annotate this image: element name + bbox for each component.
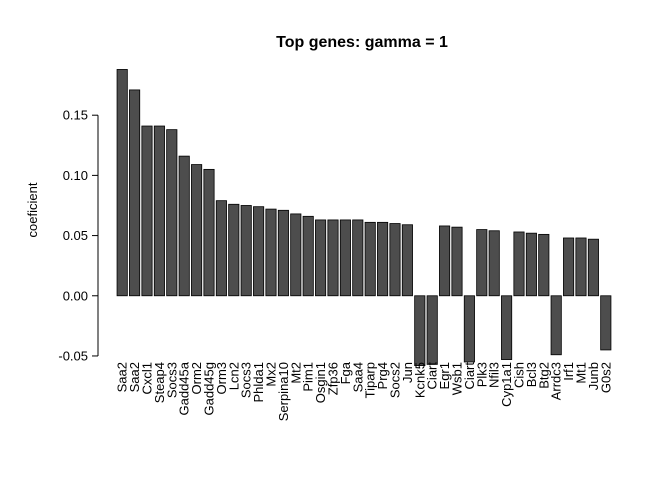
bar — [563, 237, 575, 297]
bar — [203, 168, 215, 297]
category-label: Nfil3 — [487, 362, 502, 388]
bar — [327, 219, 339, 297]
y-tick-label: 0.00 — [63, 288, 88, 303]
bar — [315, 219, 327, 297]
bar — [451, 226, 463, 297]
category-label: Cxcl1 — [140, 362, 155, 395]
category-label: Orm2 — [189, 362, 204, 395]
bar — [600, 295, 612, 351]
bar — [141, 125, 153, 297]
category-label: Mt1 — [574, 362, 589, 384]
bar — [426, 295, 438, 365]
category-label: Egr1 — [437, 362, 452, 389]
category-label: G0s2 — [598, 362, 613, 393]
bar — [463, 295, 475, 363]
bar — [228, 203, 240, 297]
category-label: Cish — [512, 362, 527, 388]
bar — [538, 233, 550, 297]
category-label: Saa4 — [350, 362, 365, 392]
bar — [265, 208, 277, 297]
category-label: Wsb1 — [450, 362, 465, 395]
category-label: Ciart — [425, 362, 440, 390]
category-label: Orm3 — [214, 362, 229, 395]
category-label: Osgin1 — [313, 362, 328, 403]
bar — [277, 209, 289, 297]
category-label: Junb — [586, 362, 601, 390]
y-axis-label: coeficient — [25, 182, 40, 237]
category-label: Serpina10 — [276, 362, 291, 421]
bar — [166, 129, 178, 297]
category-label: Mx2 — [264, 362, 279, 387]
bar — [253, 206, 265, 297]
bar — [476, 229, 488, 297]
category-label: Bcl3 — [524, 362, 539, 387]
y-axis: -0.05 0.00 0.05 0.10 0.15 — [58, 108, 99, 363]
category-label: Socs3 — [164, 362, 179, 398]
bar — [389, 223, 401, 297]
category-label: Zfp36 — [326, 362, 341, 395]
bar — [364, 221, 376, 297]
y-tick-label: 0.05 — [63, 228, 88, 243]
bar — [302, 215, 314, 297]
y-tick-label: -0.05 — [58, 348, 88, 363]
bar — [339, 219, 351, 297]
category-label: Saa2 — [127, 362, 142, 392]
category-label: Pim1 — [301, 362, 316, 392]
bar — [129, 89, 141, 297]
category-label: Tiparp — [363, 362, 378, 398]
category-label: Mt2 — [288, 362, 303, 384]
category-label: Kcnk5 — [412, 362, 427, 398]
bar — [215, 200, 227, 297]
category-label: Jun — [400, 362, 415, 383]
category-labels: Saa2Saa2Cxcl1Steap4Socs3Gadd45aOrm2Gadd4… — [115, 361, 614, 421]
bar — [116, 69, 128, 297]
y-tick-label: 0.10 — [63, 168, 88, 183]
bar — [501, 295, 513, 360]
category-label: Phlda1 — [251, 362, 266, 402]
category-label: Gadd45g — [202, 362, 217, 416]
category-label: Btg2 — [536, 362, 551, 389]
category-label: Cyp1a1 — [499, 362, 514, 407]
bar — [178, 155, 190, 297]
category-label: Arrdc3 — [549, 362, 564, 400]
category-label: Plk3 — [474, 362, 489, 387]
bar — [290, 213, 302, 297]
bar — [377, 221, 389, 297]
category-label: Fga — [338, 361, 353, 384]
category-label: Socs3 — [239, 362, 254, 398]
bar — [587, 238, 599, 297]
bar — [191, 164, 203, 297]
bar — [401, 224, 413, 297]
bar — [525, 232, 537, 297]
bar — [439, 225, 451, 297]
chart-title: Top genes: gamma = 1 — [276, 34, 448, 51]
bar — [240, 205, 252, 297]
category-label: Steap4 — [152, 362, 167, 403]
category-label: Saa2 — [115, 362, 130, 392]
bar — [575, 237, 587, 297]
bar — [550, 295, 562, 356]
bars — [116, 69, 612, 366]
category-label: Gadd45a — [177, 361, 192, 415]
bar — [153, 125, 165, 297]
bar — [414, 295, 426, 366]
bar — [488, 230, 500, 297]
category-label: Prg4 — [375, 362, 390, 389]
category-label: Irf1 — [561, 362, 576, 381]
category-label: Socs2 — [388, 362, 403, 398]
bar — [513, 231, 525, 297]
category-label: Ciart — [462, 362, 477, 390]
y-tick-label: 0.15 — [63, 108, 88, 123]
category-label: Lcn2 — [226, 362, 241, 390]
bar — [352, 219, 364, 297]
